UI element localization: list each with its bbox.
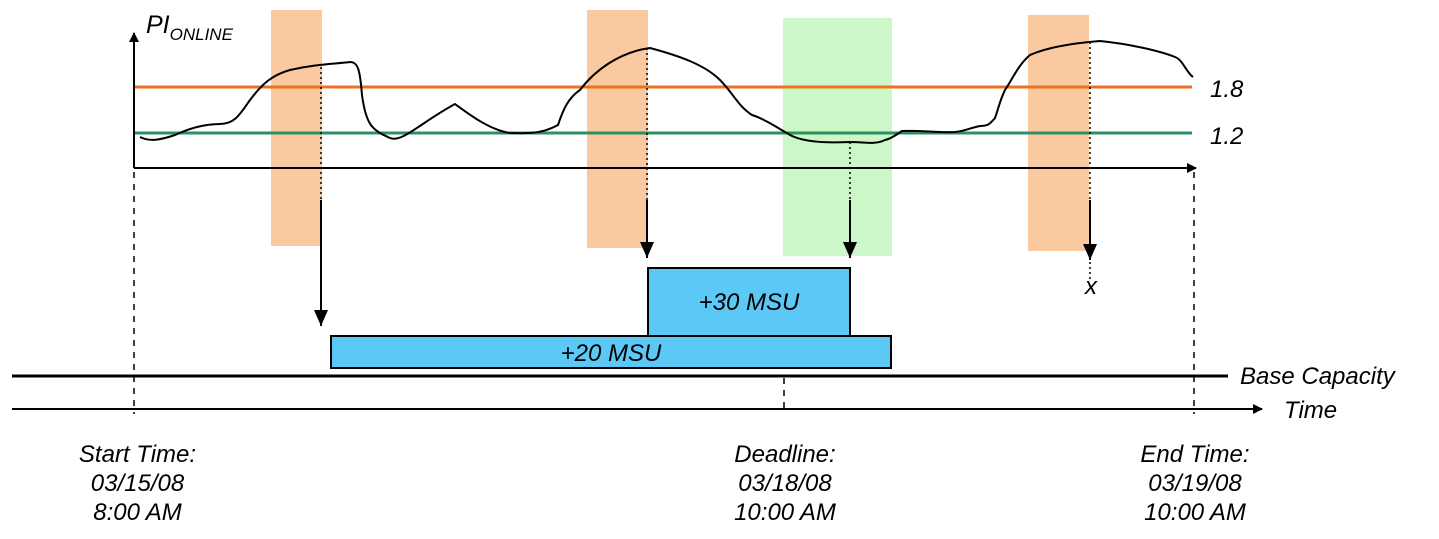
end-time-date: 03/19/08 [1148, 470, 1242, 497]
end-time-title: End Time: [1140, 441, 1250, 468]
deadline-clock: 10:00 AM [734, 499, 836, 526]
deadline-label: Deadline: 03/18/08 10:00 AM [680, 440, 890, 527]
threshold-label-low: 1.2 [1210, 123, 1243, 150]
threshold-label-high: 1.8 [1210, 76, 1244, 103]
capacity-block-20 [330, 335, 892, 369]
end-time-clock: 10:00 AM [1144, 499, 1246, 526]
deadline-date: 03/18/08 [738, 470, 832, 497]
capacity-block-30-label: +30 MSU [699, 289, 800, 316]
start-time-label: Start Time: 03/15/08 8:00 AM [30, 440, 245, 527]
y-axis-label: PIONLINE [146, 11, 234, 44]
upgrade-window-band-2 [587, 10, 648, 248]
downgrade-window-band [783, 18, 892, 256]
start-time-date: 03/15/08 [90, 470, 185, 497]
capacity-block-20-label: +20 MSU [561, 340, 662, 367]
deadline-title: Deadline: [734, 441, 836, 468]
time-axis-label: Time [1284, 397, 1337, 424]
end-time-label: End Time: 03/19/08 10:00 AM [1090, 440, 1300, 527]
start-time-clock: 8:00 AM [93, 499, 182, 526]
start-time-title: Start Time: [78, 441, 197, 468]
reject-marker: x [1084, 273, 1098, 300]
upgrade-window-band-1 [271, 10, 322, 246]
base-capacity-label: Base Capacity [1240, 363, 1397, 390]
pi-online-curve [139, 39, 1194, 144]
